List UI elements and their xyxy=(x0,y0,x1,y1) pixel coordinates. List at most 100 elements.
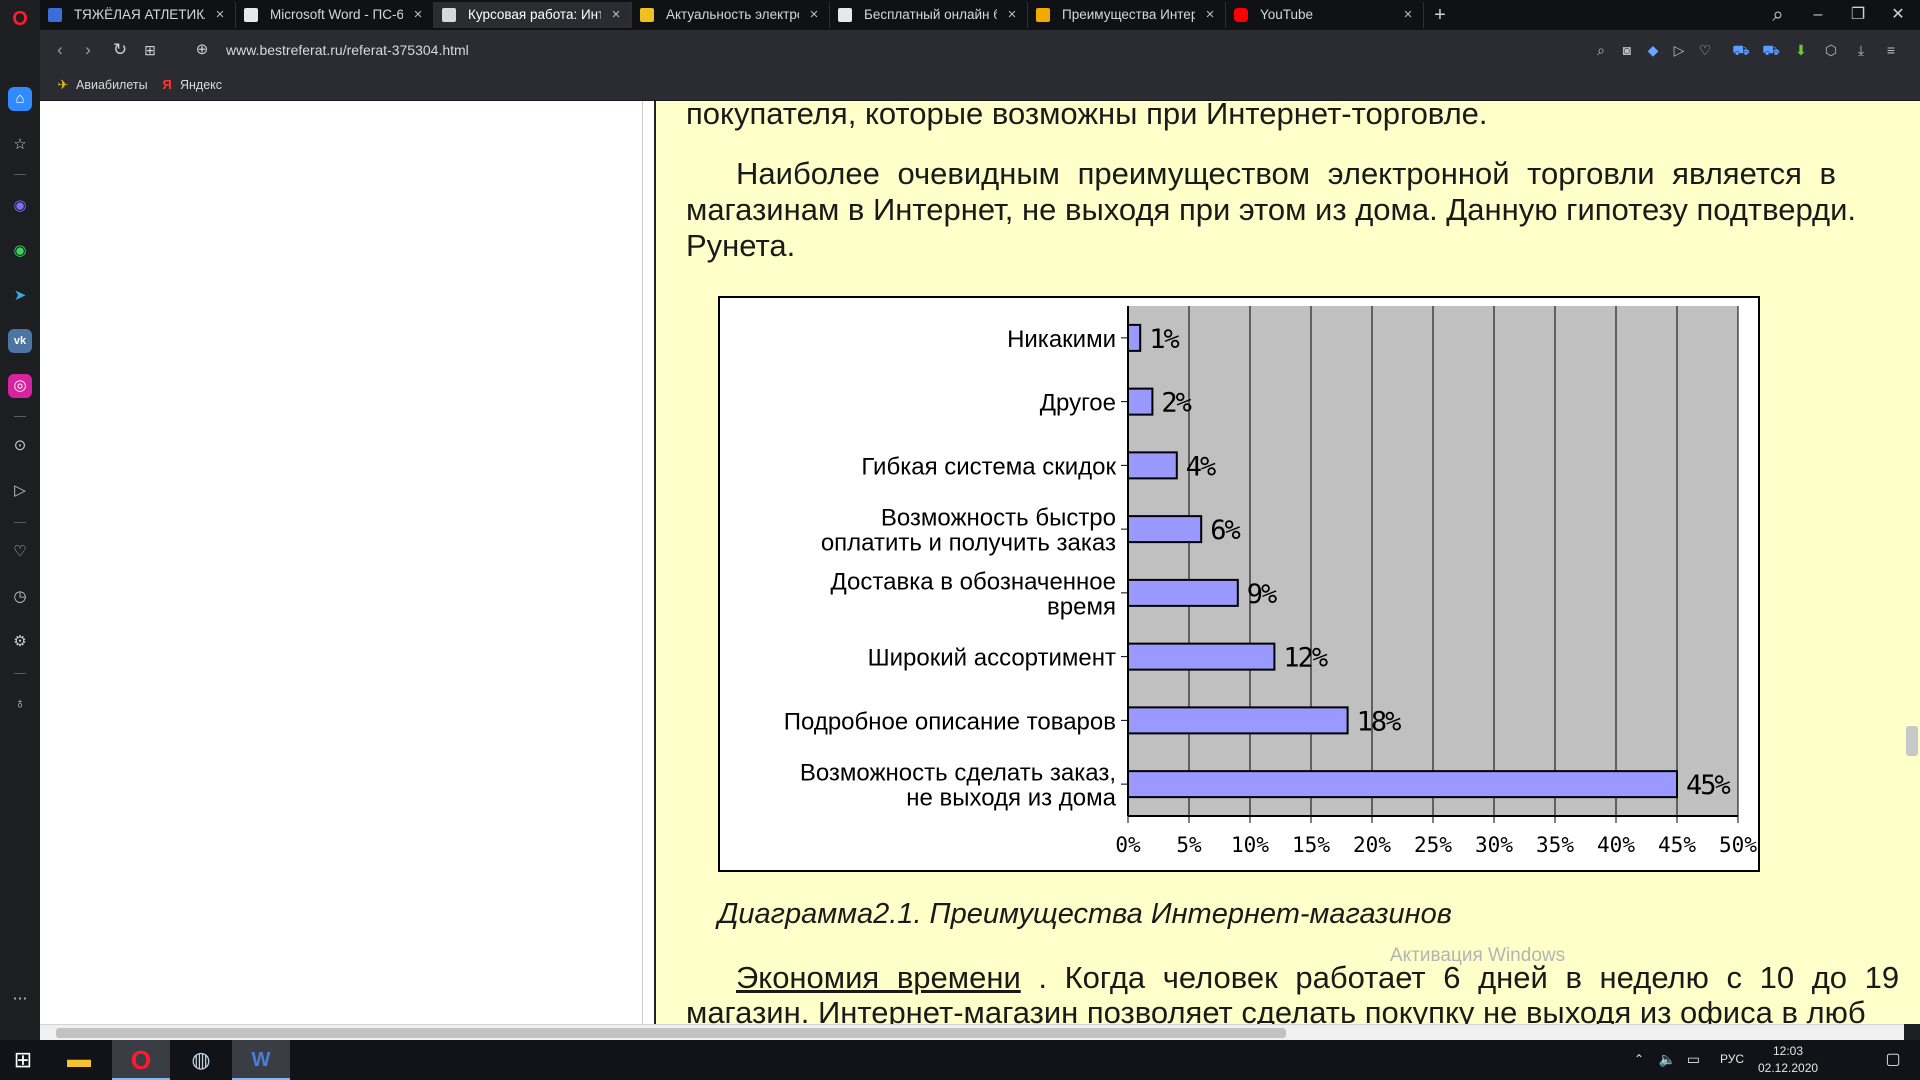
language-indicator[interactable]: РУС xyxy=(1719,1052,1744,1066)
messenger-icon[interactable]: ◉ xyxy=(13,197,27,214)
vk-icon[interactable]: vk xyxy=(8,329,32,353)
horizontal-scrollbar[interactable] xyxy=(40,1024,1904,1041)
address-field[interactable]: www.bestreferat.ru/referat-375304.html xyxy=(226,42,469,58)
tab-favicon-icon xyxy=(244,8,258,22)
article-paragraph-line: Рунета. xyxy=(686,228,796,263)
category-label: Возможность сделать заказ, xyxy=(800,760,1116,787)
yandex-icon: Я xyxy=(162,77,172,92)
tab-youtube[interactable]: YouTube × xyxy=(1226,2,1424,28)
tab-favicon-icon xyxy=(838,8,852,22)
tab-3-active[interactable]: Курсовая работа: Интерн × xyxy=(434,2,632,28)
tab-favicon-icon xyxy=(442,8,456,22)
whatsapp-icon[interactable]: ◉ xyxy=(13,242,27,259)
category-label: Доставка в обозначенное xyxy=(831,568,1116,595)
back-icon[interactable]: ‹ xyxy=(57,40,63,59)
close-tab-icon[interactable]: × xyxy=(611,6,621,23)
lightbulb-icon[interactable]: ♁ xyxy=(14,695,26,712)
opera-icon[interactable]: O xyxy=(112,1040,170,1080)
close-tab-icon[interactable]: × xyxy=(1205,6,1215,23)
volume-icon[interactable]: 🔈 xyxy=(1658,1051,1676,1067)
youtube-icon xyxy=(1234,8,1248,22)
steam-icon[interactable]: ◍ xyxy=(191,1047,211,1072)
file-explorer-icon[interactable]: ▬ xyxy=(67,1046,91,1073)
sidebar-divider xyxy=(14,174,26,175)
category-label: оплатить и получить заказ xyxy=(821,530,1116,557)
link-time-saving[interactable]: Экономия времени xyxy=(736,960,1021,995)
search-tabs-icon[interactable]: ⌕ xyxy=(1772,4,1784,26)
bookmarks-bar: ✈ Авиабилеты Я Яндекс xyxy=(40,70,1920,101)
flow-send-icon[interactable]: ▷ xyxy=(14,482,26,499)
data-label: 18% xyxy=(1357,706,1402,737)
download-extension-icon[interactable]: ⬇ xyxy=(1795,42,1807,58)
tray-arrow-icon[interactable]: ⌃ xyxy=(1633,1052,1644,1066)
close-tab-icon[interactable]: × xyxy=(413,6,423,23)
clock-date[interactable]: 02.12.2020 xyxy=(1758,1061,1819,1075)
minimize-button[interactable]: – xyxy=(1813,6,1823,23)
start-icon[interactable]: ⊞ xyxy=(13,1047,33,1072)
bookmark-label: Авиабилеты xyxy=(76,78,148,92)
close-tab-icon[interactable]: × xyxy=(1007,6,1017,23)
easy-setup-icon[interactable]: ≡ xyxy=(1886,42,1896,58)
category-label: Никакими xyxy=(1007,326,1116,353)
tab-5[interactable]: Бесплатный онлайн блок × xyxy=(830,2,1028,28)
notifications-icon[interactable]: ▢ xyxy=(1885,1051,1901,1068)
player-icon[interactable]: ⊙ xyxy=(13,437,27,454)
opera-menu-icon[interactable]: O xyxy=(12,8,28,30)
close-tab-icon[interactable]: × xyxy=(215,6,225,23)
category-label: Возможность быстро xyxy=(881,505,1116,532)
bookmark-yandex[interactable]: Я Яндекс xyxy=(160,70,222,100)
history-clock-icon[interactable]: ◷ xyxy=(13,588,27,605)
tabs-grid-icon[interactable]: ⊞ xyxy=(144,42,156,58)
forward-icon[interactable]: › xyxy=(85,40,91,59)
word-icon[interactable]: W xyxy=(232,1040,290,1080)
heart-icon[interactable]: ♡ xyxy=(13,543,27,560)
close-tab-icon[interactable]: × xyxy=(809,6,819,23)
network-icon[interactable]: ▭ xyxy=(1686,1051,1700,1067)
tab-6[interactable]: Преимущества Интернет × xyxy=(1028,2,1226,28)
site-info-icon[interactable]: ⊕ xyxy=(195,41,209,58)
downloads-icon[interactable]: ⤓ xyxy=(1857,42,1865,58)
bookmark-label: Яндекс xyxy=(180,78,223,92)
cart-icon[interactable]: ⛟ xyxy=(1732,42,1750,58)
extensions-cube-icon[interactable]: ⬡ xyxy=(1824,42,1838,58)
bookmark-heart-icon[interactable]: ♡ xyxy=(1698,42,1712,58)
chart-canvas: 0% 5% 10% 15% 20% 25% 30% 35% 40% 45% 50% 1% Никаким… xyxy=(784,306,1757,857)
tab-favicon-icon xyxy=(48,8,62,22)
tab-4[interactable]: Актуальность электронно × xyxy=(632,2,830,28)
restore-button[interactable]: ❐ xyxy=(1850,6,1866,23)
reload-icon[interactable]: ↻ xyxy=(112,40,128,59)
bar xyxy=(1127,770,1678,799)
article-paragraph-line: Наиболее очевидным преимуществом электро… xyxy=(736,156,1837,191)
category-label: Широкий ассортимент xyxy=(868,645,1116,672)
new-tab-button[interactable]: + xyxy=(1434,4,1446,26)
vpn-shield-icon[interactable]: ◆ xyxy=(1647,42,1659,58)
bookmark-aviabilety[interactable]: ✈ Авиабилеты xyxy=(56,70,148,100)
home-icon[interactable]: ⌂ xyxy=(8,87,32,111)
x-tick-label: 20% xyxy=(1353,833,1391,857)
instagram-icon[interactable]: ◎ xyxy=(8,374,32,398)
more-options-icon[interactable]: ⋯ xyxy=(12,990,28,1007)
horizontal-scroll-thumb[interactable] xyxy=(56,1028,1286,1038)
category-label: время xyxy=(1047,593,1116,620)
zoom-icon[interactable]: ⌕ xyxy=(1597,42,1605,58)
star-icon[interactable]: ☆ xyxy=(13,136,27,153)
send-icon[interactable]: ▷ xyxy=(1673,42,1685,58)
bar-chart: 0% 5% 10% 15% 20% 25% 30% 35% 40% 45% 50% 1% Никаким… xyxy=(718,296,1760,872)
clock-time[interactable]: 12:03 xyxy=(1772,1044,1804,1058)
x-tick-label: 15% xyxy=(1292,833,1330,857)
telegram-icon[interactable]: ➤ xyxy=(13,287,27,304)
snapshot-icon[interactable]: ◙ xyxy=(1622,42,1632,58)
bar xyxy=(1127,642,1276,671)
tab-1[interactable]: ТЯЖЁЛАЯ АТЛЕТИКА feat. × xyxy=(40,2,236,28)
data-label: 45% xyxy=(1686,770,1731,801)
vertical-scroll-thumb[interactable] xyxy=(1906,726,1918,756)
x-tick-label: 35% xyxy=(1536,833,1574,857)
x-tick-label: 25% xyxy=(1414,833,1452,857)
windows-taskbar: ⊞ ▬ O ◍ W ⌃ 🔈 ▭ РУС 12:03 02.12.2020 ▢ xyxy=(0,1040,1920,1080)
close-window-button[interactable]: ✕ xyxy=(1891,6,1905,23)
settings-gear-icon[interactable]: ⚙ xyxy=(13,633,27,650)
close-tab-icon[interactable]: × xyxy=(1403,6,1413,23)
tab-2[interactable]: Microsoft Word - ПС-66 Ж × xyxy=(236,2,434,28)
vertical-scrollbar[interactable] xyxy=(1904,101,1920,1024)
cart-icon[interactable]: ⛟ xyxy=(1762,42,1780,58)
